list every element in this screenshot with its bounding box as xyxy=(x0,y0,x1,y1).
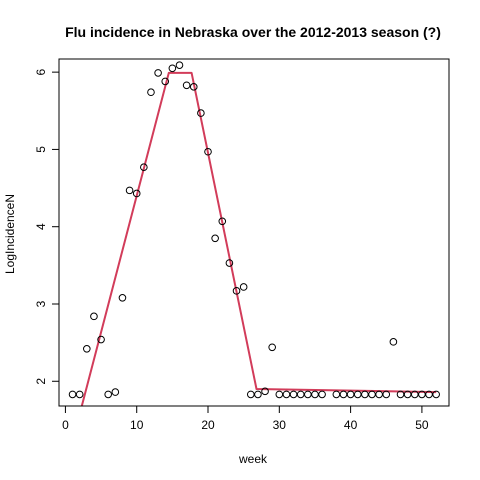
data-point xyxy=(339,390,348,399)
data-point xyxy=(90,312,98,321)
data-point xyxy=(425,390,433,399)
data-point xyxy=(318,390,326,399)
data-point xyxy=(275,390,284,399)
data-point xyxy=(282,390,291,399)
data-point xyxy=(140,163,148,171)
y-tick-label: 4 xyxy=(34,223,48,230)
y-axis-label: LogIncidenceN xyxy=(3,194,17,274)
data-point xyxy=(332,390,341,399)
data-point xyxy=(396,390,405,399)
data-point xyxy=(239,283,248,291)
data-point xyxy=(218,217,227,226)
fit-line-layer xyxy=(80,71,437,407)
plot-area xyxy=(58,58,450,407)
data-point xyxy=(246,390,255,399)
y-tick-label: 6 xyxy=(34,68,48,75)
data-point xyxy=(189,83,198,91)
data-point xyxy=(75,390,84,399)
data-point xyxy=(361,390,369,399)
data-point xyxy=(211,234,219,243)
plot-frame xyxy=(58,58,450,407)
data-point xyxy=(154,69,162,77)
data-point xyxy=(410,390,419,399)
data-point xyxy=(118,294,127,302)
data-point xyxy=(104,390,112,399)
fit-line xyxy=(80,71,437,407)
data-point xyxy=(382,390,391,399)
x-axis-label: week xyxy=(238,452,268,466)
x-tick-label: 50 xyxy=(415,418,429,432)
data-point xyxy=(83,345,91,353)
data-point xyxy=(268,343,276,352)
data-point xyxy=(346,390,355,399)
data-point xyxy=(261,387,269,396)
data-point xyxy=(353,390,362,399)
x-tick-label: 40 xyxy=(344,418,358,432)
x-tick-label: 10 xyxy=(130,418,144,432)
data-point xyxy=(254,390,262,399)
data-point xyxy=(403,390,412,399)
data-point xyxy=(68,390,77,399)
data-point xyxy=(418,390,426,399)
data-point xyxy=(147,88,155,97)
data-point xyxy=(168,64,177,73)
data-point xyxy=(375,390,383,399)
x-tick-label: 0 xyxy=(62,418,69,432)
data-point xyxy=(289,390,298,399)
data-points-layer xyxy=(68,61,440,399)
data-point xyxy=(225,259,234,267)
data-point xyxy=(304,390,312,399)
data-point xyxy=(97,335,105,344)
data-point xyxy=(204,147,212,156)
y-tick-label: 2 xyxy=(34,378,48,385)
y-tick-label: 3 xyxy=(34,300,48,307)
y-axis: 2 3 4 5 6 xyxy=(34,68,60,385)
data-point xyxy=(432,390,440,399)
y-tick-label: 5 xyxy=(34,146,48,153)
data-point xyxy=(132,189,141,198)
data-point xyxy=(296,390,305,399)
chart-title: Flu incidence in Nebraska over the 2012-… xyxy=(65,24,441,40)
x-axis: 0 10 20 30 40 50 xyxy=(62,405,429,432)
x-tick-label: 30 xyxy=(273,418,287,432)
data-point xyxy=(182,81,191,90)
data-point xyxy=(311,390,319,399)
x-tick-label: 20 xyxy=(201,418,215,432)
data-point xyxy=(197,109,205,117)
data-point xyxy=(232,287,241,295)
data-point xyxy=(125,186,134,195)
data-point xyxy=(175,61,184,69)
data-point xyxy=(389,338,398,346)
data-point xyxy=(111,388,120,396)
data-point xyxy=(368,390,376,399)
data-point xyxy=(161,77,170,86)
